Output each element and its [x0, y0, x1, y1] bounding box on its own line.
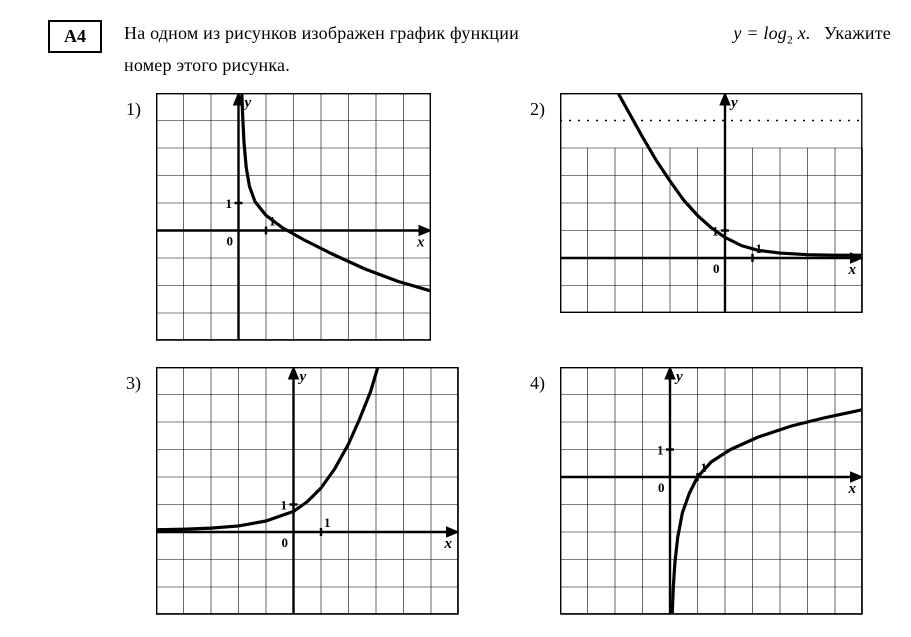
- question-text: На одном из рисунков изображен график фу…: [124, 18, 891, 81]
- question-line2: номер этого рисунка.: [124, 50, 891, 81]
- svg-text:1: 1: [324, 515, 331, 530]
- svg-text:1: 1: [226, 196, 233, 211]
- svg-text:1: 1: [281, 498, 288, 513]
- plot-1: 011xy: [156, 93, 431, 341]
- svg-text:y: y: [298, 369, 307, 385]
- plot-4: 011xy: [560, 367, 863, 615]
- svg-text:x: x: [848, 262, 857, 278]
- question-after-formula: Укажите: [824, 23, 891, 43]
- svg-text:x: x: [444, 536, 453, 552]
- svg-text:0: 0: [658, 480, 665, 495]
- svg-text:0: 0: [713, 261, 720, 276]
- plot-2: 011xy: [560, 93, 863, 313]
- svg-text:0: 0: [227, 234, 234, 249]
- svg-text:x: x: [416, 235, 425, 251]
- question-before-formula: На одном из рисунков изображен график фу…: [124, 18, 519, 50]
- option-2: 2) 011xy: [530, 93, 910, 353]
- log-base: 2: [787, 34, 793, 47]
- option-label-1: 1): [126, 93, 156, 120]
- task-id-badge: A4: [48, 20, 102, 53]
- option-label-3: 3): [126, 367, 156, 394]
- option-1: 1) 011xy: [126, 93, 506, 353]
- option-4: 4) 011xy: [530, 367, 910, 627]
- option-3: 3) 0 1 1 x y: [126, 367, 506, 627]
- option-label-2: 2): [530, 93, 560, 120]
- svg-text:0: 0: [282, 535, 289, 550]
- options-grid: 1) 0 1 1 x y 2) 0 1 1 x y 3) 0 1 1 x y 4) 0 1 1 x y: [126, 93, 891, 627]
- svg-text:1: 1: [657, 443, 664, 458]
- svg-text:x: x: [848, 481, 857, 497]
- svg-text:y: y: [674, 369, 683, 385]
- option-label-4: 4): [530, 367, 560, 394]
- question-formula: y = log2 x.: [729, 23, 814, 43]
- plot-3: 0 1 1 x y: [156, 367, 459, 615]
- svg-text:y: y: [729, 95, 738, 111]
